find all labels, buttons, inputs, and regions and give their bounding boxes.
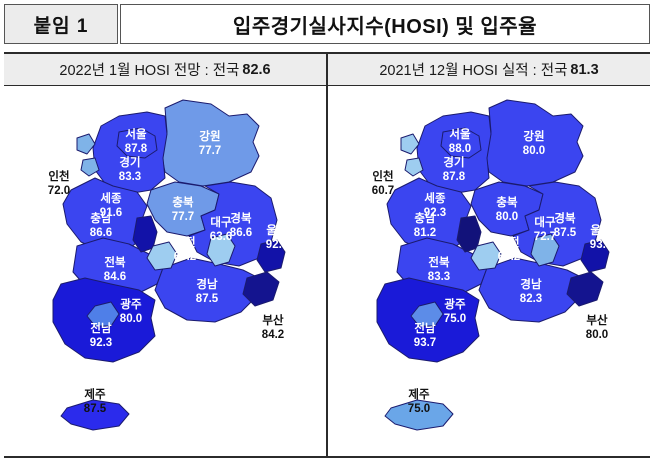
region-seoul[interactable]: [116, 127, 158, 159]
map-actual: 강원 80.0 경기 87.8 충북 80.0 충남 81.2 경북 87.5 전북 83.3 전남 93…: [326, 86, 650, 456]
region-shape-incheon2[interactable]: [80, 157, 100, 177]
region-label-incheon: 인천: [372, 169, 393, 183]
region-shape-daegu[interactable]: [206, 233, 236, 267]
region-busan[interactable]: [566, 271, 604, 307]
region-shape-daejeon[interactable]: [470, 241, 502, 271]
region-shape-ulsan[interactable]: [580, 239, 610, 273]
region-seoul[interactable]: [440, 127, 482, 159]
region-incheon[interactable]: [76, 133, 100, 177]
region-shape-ulsan[interactable]: [256, 239, 286, 273]
region-shape-daegu[interactable]: [530, 233, 560, 267]
attachment-label: 붙임 1: [4, 4, 118, 44]
region-label-busan: 부산: [586, 313, 608, 327]
region-value-busan: 80.0: [586, 329, 608, 341]
region-shape-gangwon[interactable]: [484, 99, 584, 187]
region-shape-seoul[interactable]: [440, 127, 482, 159]
title-row: 붙임 1 입주경기실사지수(HOSI) 및 입주율: [4, 4, 650, 44]
panel-header-forecast-text: 2022년 1월 HOSI 전망 : 전국: [59, 63, 240, 79]
region-incheon[interactable]: [400, 133, 424, 177]
region-shape-daejeon[interactable]: [146, 241, 178, 271]
region-shape-busan[interactable]: [242, 271, 280, 307]
region-ulsan[interactable]: [256, 239, 286, 273]
panel-header-actual-value: 81.3: [570, 61, 599, 78]
region-jeju[interactable]: [60, 399, 130, 431]
region-shape-gwangju[interactable]: [86, 301, 120, 327]
panel-header-actual: 2021년 12월 HOSI 실적 : 전국 81.3: [326, 54, 650, 85]
korea-map-actual: 강원80.0경기87.8충북80.0충남81.2경북87.5전북83.3전남93…: [372, 99, 612, 431]
region-gangwon[interactable]: [160, 99, 260, 187]
region-label-busan: 부산: [262, 313, 284, 327]
region-jeju[interactable]: [384, 399, 454, 431]
region-shape-incheon1[interactable]: [400, 133, 420, 155]
region-ulsan[interactable]: [580, 239, 610, 273]
region-shape-gwangju[interactable]: [410, 301, 444, 327]
map-forecast: 강원 77.7 경기 83.3 충북 77.7 충남 86.6 경북 86.6 전북 84.6 전남 92…: [4, 86, 326, 456]
maps-container: 강원 77.7 경기 83.3 충북 77.7 충남 86.6 경북 86.6 전북 84.6 전남 92…: [4, 86, 650, 458]
region-shape-jeju[interactable]: [384, 399, 454, 431]
region-daejeon[interactable]: [146, 241, 178, 271]
region-value-incheon: 72.0: [48, 185, 70, 197]
region-label-jeju: 제주: [408, 387, 430, 401]
region-shape-jeju[interactable]: [60, 399, 130, 431]
region-value-busan: 84.2: [262, 329, 284, 341]
region-daejeon[interactable]: [470, 241, 502, 271]
panel-header-actual-text: 2021년 12월 HOSI 실적 : 전국: [379, 63, 568, 79]
panel-header-forecast: 2022년 1월 HOSI 전망 : 전국 82.6: [4, 54, 326, 85]
korea-map-forecast: 강원77.7경기83.3충북77.7충남86.6경북86.6전북84.6전남92…: [48, 99, 289, 431]
region-shape-busan[interactable]: [566, 271, 604, 307]
panel-header-forecast-value: 82.6: [242, 61, 271, 78]
region-gwangju[interactable]: [410, 301, 444, 327]
region-shape-seoul[interactable]: [116, 127, 158, 159]
region-busan[interactable]: [242, 271, 280, 307]
panel-header-band: 2022년 1월 HOSI 전망 : 전국 82.6 2021년 12월 HOSI…: [4, 52, 650, 86]
region-daegu[interactable]: [530, 233, 560, 267]
region-daegu[interactable]: [206, 233, 236, 267]
region-label-jeju: 제주: [84, 387, 106, 401]
region-value-incheon: 60.7: [372, 185, 394, 197]
region-gangwon[interactable]: [484, 99, 584, 187]
page-title: 입주경기실사지수(HOSI) 및 입주율: [120, 4, 650, 44]
region-shape-incheon2[interactable]: [404, 157, 424, 177]
region-shape-incheon1[interactable]: [76, 133, 96, 155]
region-shape-gangwon[interactable]: [160, 99, 260, 187]
region-gwangju[interactable]: [86, 301, 120, 327]
region-label-incheon: 인천: [48, 169, 69, 183]
